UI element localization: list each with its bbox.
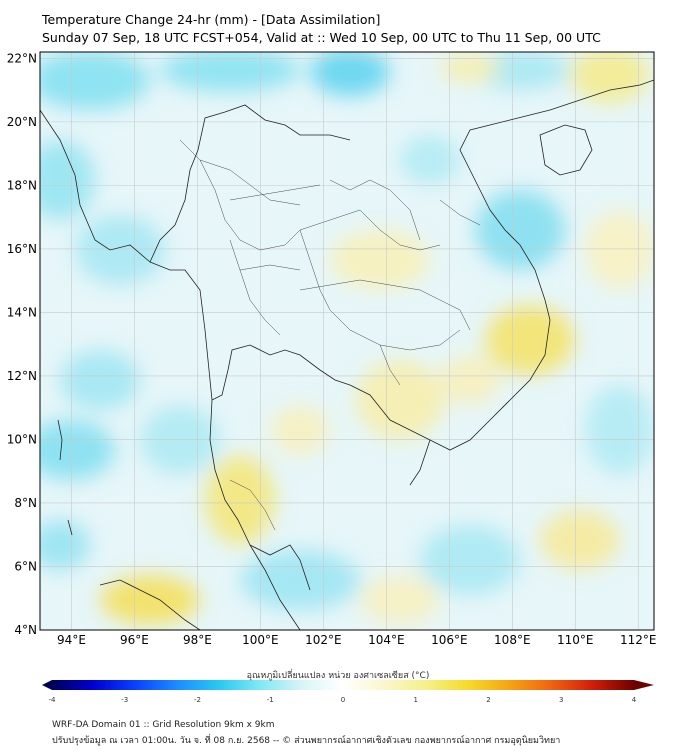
lat-tick-label: 6°N <box>14 559 37 573</box>
lat-tick-label: 14°N <box>7 305 37 319</box>
colorbar: -4 -3 -2 -1 0 1 2 3 4 <box>42 680 654 704</box>
lat-tick-label: 22°N <box>7 51 37 65</box>
coastlines-borders <box>40 79 654 630</box>
lat-tick-label: 4°N <box>14 623 37 637</box>
colorbar-ticks: -4 -3 -2 -1 0 1 2 3 4 <box>49 696 637 704</box>
lon-tick-label: 96°E <box>120 633 149 647</box>
colorbar-tick-label: -4 <box>49 696 57 704</box>
map-subtitle: Sunday 07 Sep, 18 UTC FCST+054, Valid at… <box>42 30 601 45</box>
lat-tick-label: 18°N <box>7 178 37 192</box>
colorbar-tick-label: -1 <box>267 696 274 704</box>
lon-tick-label: 94°E <box>57 633 86 647</box>
lat-tick-label: 20°N <box>7 115 37 129</box>
longitude-ticks: 94°E 96°E 98°E 100°E 102°E 104°E 106°E 108°E 110… <box>57 633 656 647</box>
colorbar-tick-label: -3 <box>121 696 128 704</box>
colorbar-gradient <box>52 680 634 690</box>
colorbar-tick-label: -2 <box>194 696 201 704</box>
colorbar-tick-label: 1 <box>414 696 418 704</box>
colorbar-tick-label: 3 <box>559 696 563 704</box>
map-area <box>40 52 654 630</box>
colorbar-max-arrow <box>634 680 654 690</box>
colorbar-label: อุณหภูมิเปลี่ยนแปลง หน่วย องศาเซลเซียส (… <box>246 671 430 681</box>
lon-tick-label: 110°E <box>557 633 594 647</box>
lon-tick-label: 112°E <box>620 633 657 647</box>
lat-tick-label: 10°N <box>7 432 37 446</box>
lon-tick-label: 102°E <box>305 633 342 647</box>
colorbar-min-arrow <box>42 680 52 690</box>
footer-model-info: WRF-DA Domain 01 :: Grid Resolution 9km … <box>52 720 275 730</box>
footer-update-info: ปรับปรุงข้อมูล ณ เวลา 01:00น. วัน จ. ที่… <box>52 736 561 746</box>
gridlines <box>40 52 654 630</box>
province-borders <box>179 139 481 531</box>
colorbar-tick-label: 2 <box>486 696 490 704</box>
lon-tick-label: 104°E <box>368 633 405 647</box>
map-title: Temperature Change 24-hr (mm) - [Data As… <box>42 12 381 27</box>
latitude-ticks: 4°N 6°N 8°N 10°N 12°N 14°N 16°N 18°N 20°N 22°N <box>7 51 37 637</box>
colorbar-tick-label: 0 <box>341 696 345 704</box>
map-frame <box>39 51 655 631</box>
lon-tick-label: 106°E <box>431 633 468 647</box>
lat-tick-label: 8°N <box>14 496 37 510</box>
temperature-field <box>40 52 654 625</box>
lon-tick-label: 98°E <box>183 633 212 647</box>
lat-tick-label: 16°N <box>7 242 37 256</box>
colorbar-tick-label: 4 <box>632 696 637 704</box>
lat-tick-label: 12°N <box>7 369 37 383</box>
lon-tick-label: 100°E <box>242 633 279 647</box>
lon-tick-label: 108°E <box>494 633 531 647</box>
